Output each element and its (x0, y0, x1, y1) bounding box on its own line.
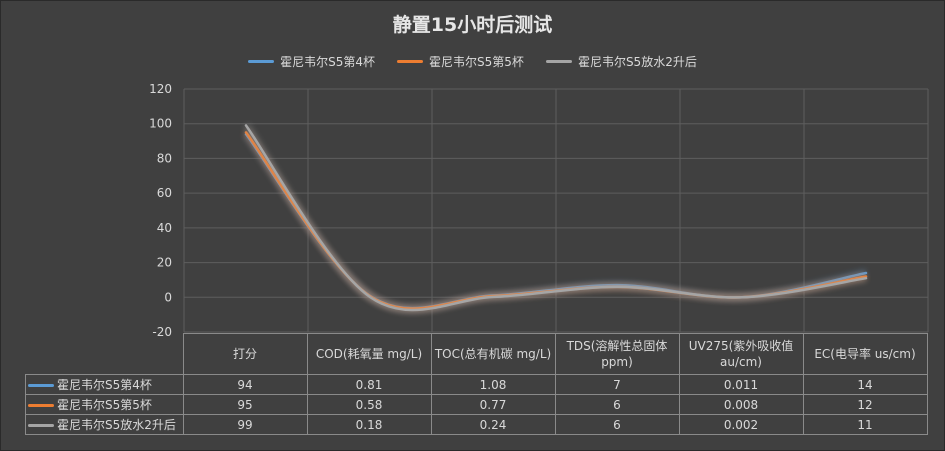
data-label: 11 (802, 414, 928, 435)
table-row-label: 霍尼韦尔S5第4杯 (25, 374, 184, 395)
x-tick-label: TOC(总有机碳 mg/L) (430, 333, 556, 375)
data-label: 0.002 (678, 414, 804, 435)
x-tick-label: COD(耗氧量 mg/L) (306, 333, 432, 375)
table-row: 霍尼韦尔S5放水2升后 99 0.18 0.24 6 0.002 11 (25, 414, 928, 435)
legend-entry-3: 霍尼韦尔S5放水2升后 (545, 53, 697, 70)
y-tick-label: 100 (149, 117, 172, 131)
y-tick-label: 40 (157, 221, 172, 235)
data-label: 0.008 (678, 394, 804, 415)
data-label: 99 (182, 414, 308, 435)
data-label: 0.77 (430, 394, 556, 415)
table-corner (25, 333, 184, 375)
y-tick-label: 20 (157, 256, 172, 270)
data-label: 0.58 (306, 394, 432, 415)
x-tick-label: EC(电导率 us/cm) (802, 333, 928, 375)
y-tick-label: 0 (164, 290, 172, 304)
chart-title: 静置15小时后测试 (392, 14, 553, 36)
data-table: 打分 COD(耗氧量 mg/L) TOC(总有机碳 mg/L) TDS(溶解性总固体 p… (25, 333, 928, 435)
data-label: 0.18 (306, 414, 432, 435)
x-tick-label: 打分 (182, 333, 308, 375)
y-tick-label: 120 (149, 82, 172, 96)
table-row: 霍尼韦尔S5第4杯 94 0.81 1.08 7 0.011 14 (25, 374, 928, 395)
legend-label: 霍尼韦尔S5第4杯 (280, 54, 376, 69)
legend-entry-2: 霍尼韦尔S5第5杯 (397, 53, 524, 70)
x-tick-label: TDS(溶解性总固体 ppm) (554, 333, 680, 375)
data-label: 94 (182, 374, 308, 395)
x-tick-label: UV275(紫外吸收值 au/cm) (678, 333, 804, 375)
y-tick-label: 60 (157, 186, 172, 200)
data-label: 6 (554, 414, 680, 435)
legend-key (28, 404, 54, 407)
y-tick-label: 80 (157, 151, 172, 165)
data-label: 95 (182, 394, 308, 415)
legend-key (28, 384, 54, 387)
legend-key (28, 424, 54, 427)
data-label: 6 (554, 394, 680, 415)
legend-label: 霍尼韦尔S5放水2升后 (577, 54, 697, 69)
legend-swatch (545, 59, 572, 63)
legend-swatch (248, 59, 275, 63)
legend-label: 霍尼韦尔S5第5杯 (429, 54, 524, 69)
data-label: 14 (802, 374, 928, 395)
chart-legend: 霍尼韦尔S5第4杯 霍尼韦尔S5第5杯 霍尼韦尔S5放水2升后 (0, 50, 945, 72)
data-label: 0.24 (430, 414, 556, 435)
data-label: 7 (554, 374, 680, 395)
data-label: 1.08 (430, 374, 556, 395)
data-label: 0.011 (678, 374, 804, 395)
data-label: 12 (802, 394, 928, 415)
table-row-label: 霍尼韦尔S5第5杯 (25, 394, 184, 415)
legend-swatch (397, 59, 424, 63)
legend-entry-1: 霍尼韦尔S5第4杯 (248, 53, 375, 70)
table-row-label: 霍尼韦尔S5放水2升后 (25, 414, 184, 435)
series-line-3 (244, 124, 868, 312)
data-label: 0.81 (306, 374, 432, 395)
table-row: 霍尼韦尔S5第5杯 95 0.58 0.77 6 0.008 12 (25, 394, 928, 415)
